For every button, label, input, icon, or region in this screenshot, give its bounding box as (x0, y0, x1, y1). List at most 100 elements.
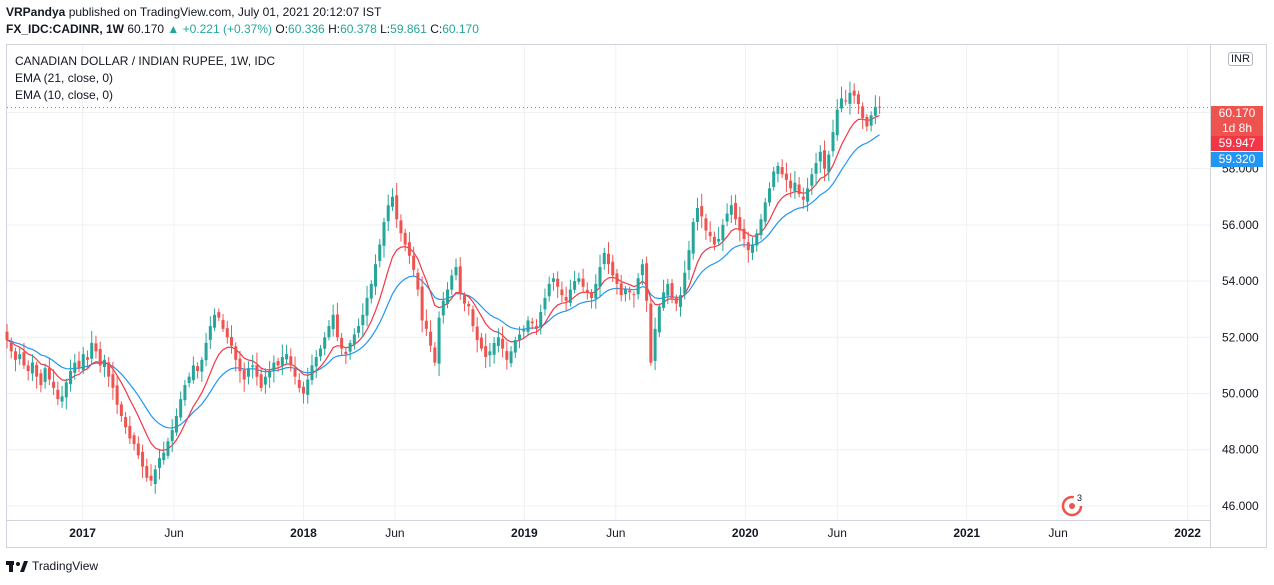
candle-body (827, 154, 831, 173)
candle (666, 278, 670, 305)
footer-brand[interactable]: TradingView (32, 559, 99, 573)
candle-body (162, 452, 166, 461)
candle (556, 271, 560, 299)
candle (873, 95, 877, 125)
candle-body (446, 289, 450, 304)
ohlc-line: FX_IDC:CADINR, 1W 60.170 ▲ +0.221 (+0.37… (6, 22, 479, 36)
candle (865, 114, 869, 132)
candle-body (471, 309, 475, 327)
candle-body (276, 361, 280, 366)
candle (255, 352, 259, 386)
currency-unit-badge[interactable]: INR (1228, 52, 1253, 66)
legend-ema21[interactable]: EMA (21, close, 0) (15, 71, 114, 85)
candle-body (399, 220, 403, 234)
time-tick-label: Jun (1048, 526, 1067, 540)
candle-body (789, 180, 793, 189)
candle (340, 332, 344, 356)
candle (814, 152, 818, 186)
candle-body (708, 231, 712, 237)
legend-title[interactable]: CANADIAN DOLLAR / INDIAN RUPEE, 1W, IDC (15, 54, 276, 68)
candle-body (348, 342, 352, 352)
time-tick-label: Jun (828, 526, 847, 540)
candle-body (149, 475, 153, 481)
candle (13, 347, 17, 372)
candle (848, 81, 852, 115)
candle (751, 237, 755, 261)
candle-body (293, 368, 297, 377)
candle-body (323, 337, 327, 349)
candle-body (729, 205, 733, 215)
author-name[interactable]: VRPandya (6, 5, 66, 19)
symbol-label: FX_IDC:CADINR, 1W (6, 22, 125, 36)
price-tick-label: 52.000 (1222, 330, 1259, 344)
ema-lines (6, 114, 880, 452)
price-change: ▲ +0.221 (+0.37%) (167, 22, 273, 36)
candle (704, 213, 708, 240)
candle (619, 274, 623, 302)
candle (81, 346, 85, 374)
candle (85, 350, 89, 370)
candle-body (496, 337, 500, 347)
candle (382, 217, 386, 258)
candle-body (302, 386, 306, 394)
candle-body (369, 283, 373, 299)
candle (818, 145, 822, 173)
candle-body (560, 289, 564, 296)
candle-body (873, 106, 877, 116)
candle-body (513, 340, 517, 353)
candle-body (85, 357, 89, 360)
candle-body (35, 364, 39, 377)
candle-body (594, 283, 598, 299)
events-icon[interactable]: 3 (1061, 493, 1083, 517)
candle-body (662, 292, 666, 308)
candle (479, 333, 483, 352)
candle (509, 346, 513, 368)
candle-body (534, 326, 538, 329)
candle (348, 339, 352, 360)
candle (717, 226, 721, 245)
candle-body (268, 371, 272, 378)
candle-body (467, 303, 471, 307)
candle-body (683, 272, 687, 294)
candle-body (810, 174, 814, 186)
candle-body (73, 362, 77, 373)
candle-body (607, 253, 610, 265)
ema10-tag: 59.947 (1211, 136, 1263, 151)
candle (844, 89, 848, 106)
candle (695, 197, 699, 231)
candle (835, 99, 839, 141)
candle-body (602, 252, 606, 265)
price-tick-label: 50.000 (1222, 387, 1259, 401)
candle-body (577, 278, 581, 282)
candle (412, 246, 416, 277)
candle-body (844, 100, 848, 102)
candle (539, 304, 543, 335)
candle-body (407, 242, 411, 256)
candle (162, 441, 166, 465)
candle-body (412, 255, 416, 270)
candle (636, 273, 640, 300)
candle (251, 354, 255, 379)
candle-body (18, 354, 22, 360)
candle (60, 385, 64, 408)
legend-ema10[interactable]: EMA (10, close, 0) (15, 88, 114, 102)
candle (174, 408, 178, 436)
candle-body (344, 351, 348, 355)
candle (399, 214, 403, 242)
candle (136, 436, 140, 460)
candle (64, 378, 68, 410)
candle (789, 172, 793, 198)
low-value: 59.861 (390, 22, 427, 36)
candle-body (77, 360, 81, 369)
candle-body (551, 278, 555, 282)
candle-body (153, 469, 157, 484)
candle (327, 320, 331, 341)
candle-body (124, 417, 128, 428)
candle (679, 286, 683, 317)
candle (132, 432, 136, 451)
candle-body (852, 90, 856, 96)
candle-body (191, 365, 195, 381)
candle-body (674, 298, 678, 304)
candle-body (738, 217, 742, 231)
